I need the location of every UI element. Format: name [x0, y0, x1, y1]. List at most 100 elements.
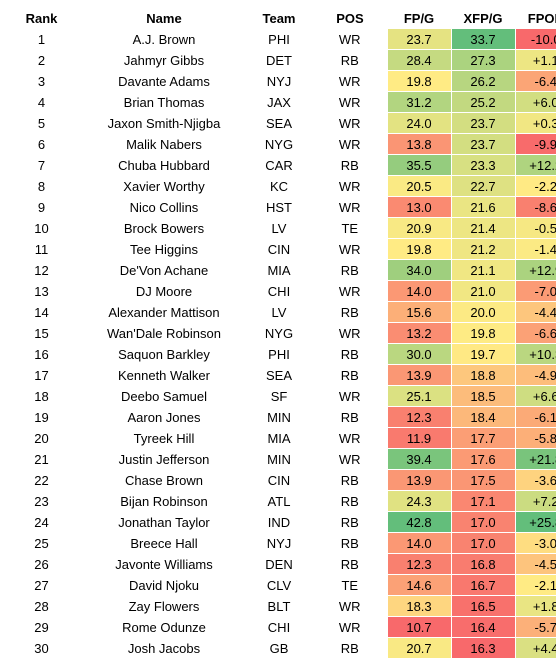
cell-rank[interactable]: 13	[34, 283, 49, 299]
cell-pos[interactable]: WR	[338, 598, 361, 614]
cell-fpoe[interactable]: -1.4	[514, 238, 556, 260]
cell-rank[interactable]: 6	[37, 136, 46, 152]
cell-name[interactable]: Xavier Worthy	[123, 178, 205, 194]
cell-fpoe[interactable]: -6.1	[514, 406, 556, 428]
cell-name[interactable]: Javonte Williams	[115, 556, 213, 572]
cell-team[interactable]: BLT	[267, 598, 291, 614]
cell-pos[interactable]: WR	[338, 430, 361, 446]
cell-rank[interactable]: 18	[34, 388, 49, 404]
cell-fpg[interactable]: 12.3	[386, 406, 451, 428]
cell-team[interactable]: HST	[266, 199, 292, 215]
cell-fpg[interactable]: 20.5	[386, 175, 451, 197]
cell-team[interactable]: MIA	[267, 430, 291, 446]
cell-team[interactable]: DEN	[265, 556, 293, 572]
cell-team[interactable]: SEA	[265, 367, 292, 383]
cell-xfpg[interactable]: 23.3	[450, 154, 515, 176]
cell-pos[interactable]: TE	[341, 220, 359, 236]
cell-xfpg[interactable]: 17.7	[450, 427, 515, 449]
cell-fpg[interactable]: 39.4	[386, 448, 451, 470]
cell-rank[interactable]: 8	[37, 178, 46, 194]
cell-xfpg[interactable]: 25.2	[450, 91, 515, 113]
cell-team[interactable]: ATL	[267, 493, 291, 509]
cell-rank[interactable]: 30	[34, 640, 49, 656]
cell-name[interactable]: Malik Nabers	[126, 136, 202, 152]
cell-name[interactable]: Zay Flowers	[128, 598, 200, 614]
cell-xfpg[interactable]: 20.0	[450, 301, 515, 323]
cell-pos[interactable]: RB	[340, 556, 359, 572]
cell-fpoe[interactable]: -4.5	[514, 553, 556, 575]
cell-team[interactable]: GB	[269, 640, 289, 656]
cell-xfpg[interactable]: 17.1	[450, 490, 515, 512]
cell-rank[interactable]: 19	[34, 409, 49, 425]
cell-rank[interactable]: 16	[34, 346, 49, 362]
cell-team[interactable]: LV	[271, 220, 287, 236]
cell-pos[interactable]: RB	[340, 640, 359, 656]
cell-xfpg[interactable]: 17.6	[450, 448, 515, 470]
cell-xfpg[interactable]: 23.7	[450, 112, 515, 134]
cell-xfpg[interactable]: 22.7	[450, 175, 515, 197]
cell-team[interactable]: PHI	[268, 31, 290, 47]
cell-name[interactable]: Breece Hall	[130, 535, 198, 551]
cell-name[interactable]: Rome Odunze	[122, 619, 206, 635]
cell-fpg[interactable]: 25.1	[386, 385, 451, 407]
cell-xfpg[interactable]: 19.8	[450, 322, 515, 344]
cell-name[interactable]: Brian Thomas	[123, 94, 205, 110]
cell-name[interactable]: Brock Bowers	[123, 220, 205, 236]
cell-team[interactable]: MIN	[267, 451, 291, 467]
cell-name[interactable]: Alexander Mattison	[108, 304, 220, 320]
cell-xfpg[interactable]: 21.6	[450, 196, 515, 218]
cell-fpg[interactable]: 24.3	[386, 490, 451, 512]
cell-fpg[interactable]: 19.8	[386, 238, 451, 260]
cell-team[interactable]: SF	[270, 388, 288, 404]
cell-fpoe[interactable]: +10.3	[514, 343, 556, 365]
cell-rank[interactable]: 10	[34, 220, 49, 236]
cell-rank[interactable]: 29	[34, 619, 49, 635]
cell-fpg[interactable]: 13.9	[386, 469, 451, 491]
cell-xfpg[interactable]: 17.0	[450, 511, 515, 533]
cell-team[interactable]: JAX	[267, 94, 291, 110]
cell-fpoe[interactable]: -4.4	[514, 301, 556, 323]
cell-name[interactable]: Davante Adams	[118, 73, 210, 89]
cell-fpg[interactable]: 15.6	[386, 301, 451, 323]
cell-rank[interactable]: 27	[34, 577, 49, 593]
cell-fpg[interactable]: 30.0	[386, 343, 451, 365]
cell-fpg[interactable]: 42.8	[386, 511, 451, 533]
cell-pos[interactable]: RB	[340, 346, 359, 362]
header-fpoe[interactable]: FPOE	[527, 11, 556, 26]
cell-fpg[interactable]: 11.9	[386, 427, 451, 449]
cell-name[interactable]: De'Von Achane	[119, 262, 209, 278]
cell-fpg[interactable]: 19.8	[386, 70, 451, 92]
cell-pos[interactable]: RB	[340, 493, 359, 509]
cell-xfpg[interactable]: 33.7	[450, 29, 515, 50]
cell-pos[interactable]: WR	[338, 388, 361, 404]
cell-xfpg[interactable]: 18.5	[450, 385, 515, 407]
cell-rank[interactable]: 20	[34, 430, 49, 446]
header-pos[interactable]: POS	[336, 11, 364, 26]
cell-fpg[interactable]: 13.2	[386, 322, 451, 344]
cell-fpoe[interactable]: -2.1	[514, 574, 556, 596]
cell-name[interactable]: A.J. Brown	[132, 31, 196, 47]
cell-fpoe[interactable]: -5.7	[514, 616, 556, 638]
cell-team[interactable]: KC	[269, 178, 289, 194]
cell-fpg[interactable]: 34.0	[386, 259, 451, 281]
cell-name[interactable]: Justin Jefferson	[118, 451, 210, 467]
cell-fpoe[interactable]: -10.0	[514, 29, 556, 50]
cell-fpg[interactable]: 35.5	[386, 154, 451, 176]
cell-team[interactable]: CLV	[266, 577, 292, 593]
cell-fpoe[interactable]: +12.2	[514, 154, 556, 176]
cell-rank[interactable]: 3	[37, 73, 46, 89]
cell-name[interactable]: Jonathan Taylor	[118, 514, 210, 530]
cell-xfpg[interactable]: 16.5	[450, 595, 515, 617]
cell-team[interactable]: NYJ	[266, 535, 292, 551]
cell-xfpg[interactable]: 18.4	[450, 406, 515, 428]
cell-rank[interactable]: 2	[37, 52, 46, 68]
cell-team[interactable]: CIN	[267, 241, 291, 257]
header-name[interactable]: Name	[146, 11, 182, 26]
cell-rank[interactable]: 9	[37, 199, 46, 215]
cell-pos[interactable]: TE	[341, 577, 359, 593]
cell-name[interactable]: David Njoku	[128, 577, 200, 593]
cell-pos[interactable]: RB	[340, 472, 359, 488]
cell-name[interactable]: Wan'Dale Robinson	[106, 325, 221, 341]
cell-fpg[interactable]: 24.0	[386, 112, 451, 134]
cell-pos[interactable]: WR	[338, 94, 361, 110]
